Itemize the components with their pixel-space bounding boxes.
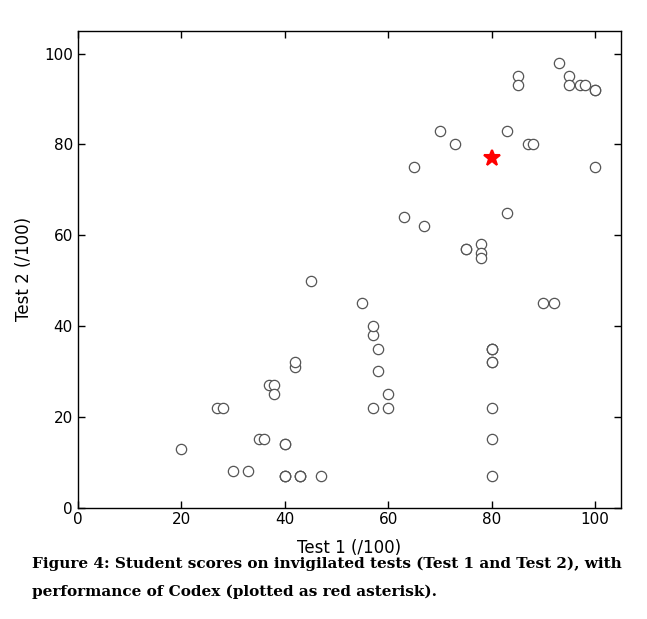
Point: [487, 357, 497, 367]
Point: [290, 362, 300, 372]
Point: [373, 344, 383, 353]
Point: [383, 389, 393, 399]
Point: [523, 139, 533, 149]
Point: [450, 139, 461, 149]
Point: [383, 403, 393, 413]
Point: [280, 471, 290, 481]
Point: [590, 85, 600, 95]
Point: [367, 321, 378, 331]
Point: [476, 240, 487, 249]
Point: [487, 357, 497, 367]
Y-axis label: Test 2 (/100): Test 2 (/100): [15, 217, 33, 321]
Point: [461, 244, 471, 254]
Point: [487, 435, 497, 444]
Point: [295, 471, 305, 481]
Point: [316, 471, 326, 481]
Point: [476, 248, 487, 258]
Point: [487, 344, 497, 353]
Point: [487, 471, 497, 481]
Point: [399, 212, 409, 222]
Point: [357, 298, 367, 308]
Point: [243, 466, 254, 476]
Point: [269, 389, 280, 399]
Point: [549, 298, 559, 308]
Point: [367, 403, 378, 413]
Text: performance of Codex (plotted as red asterisk).: performance of Codex (plotted as red ast…: [32, 585, 437, 599]
Point: [290, 357, 300, 367]
Point: [280, 471, 290, 481]
Text: Figure 4: Student scores on invigilated tests (Test 1 and Test 2), with: Figure 4: Student scores on invigilated …: [32, 557, 622, 571]
Point: [487, 344, 497, 353]
Point: [367, 330, 378, 340]
Point: [580, 80, 590, 90]
Point: [512, 80, 523, 90]
Point: [538, 298, 549, 308]
Point: [487, 403, 497, 413]
Point: [461, 244, 471, 254]
Point: [305, 275, 316, 285]
Point: [280, 471, 290, 481]
Point: [487, 344, 497, 353]
Point: [409, 162, 419, 172]
Point: [176, 444, 186, 454]
Point: [435, 126, 445, 136]
Point: [575, 80, 585, 90]
Point: [512, 71, 523, 81]
Point: [217, 403, 228, 413]
Point: [295, 471, 305, 481]
Point: [295, 471, 305, 481]
Point: [564, 80, 575, 90]
Point: [254, 435, 264, 444]
Point: [280, 439, 290, 449]
Point: [269, 380, 280, 390]
Point: [564, 71, 575, 81]
Point: [502, 126, 512, 136]
Point: [528, 139, 538, 149]
Point: [590, 162, 600, 172]
Point: [228, 466, 238, 476]
Point: [280, 439, 290, 449]
Point: [590, 85, 600, 95]
Point: [259, 435, 269, 444]
Point: [373, 366, 383, 376]
X-axis label: Test 1 (/100): Test 1 (/100): [298, 539, 401, 556]
Point: [264, 380, 274, 390]
Point: [476, 253, 487, 263]
Point: [212, 403, 223, 413]
Point: [554, 58, 564, 67]
Point: [502, 207, 512, 217]
Point: [419, 221, 430, 231]
